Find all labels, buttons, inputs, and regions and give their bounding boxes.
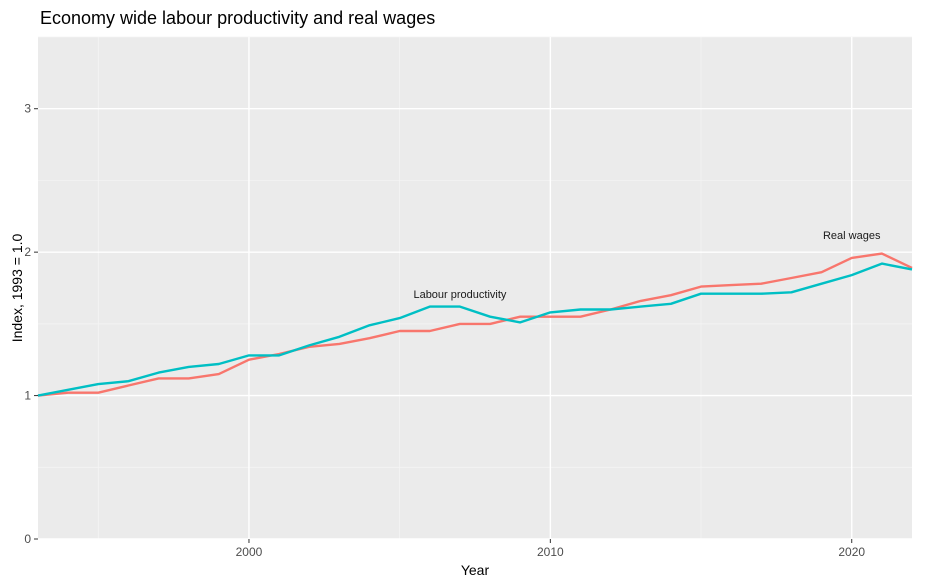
y-tick-label: 2 — [24, 245, 31, 259]
x-tick-label: 2000 — [236, 545, 263, 559]
x-tick-label: 2010 — [537, 545, 564, 559]
y-tick-label: 3 — [24, 102, 31, 116]
y-tick-label: 0 — [24, 532, 31, 546]
annotation-label: Labour productivity — [413, 289, 506, 301]
series-layer — [37, 252, 913, 397]
x-axis: 2000 2010 2020 — [236, 539, 865, 559]
chart-title: Economy wide labour productivity and rea… — [40, 8, 436, 28]
y-axis-title: Index, 1993 = 1.0 — [9, 233, 25, 342]
x-axis-title: Year — [461, 562, 490, 578]
x-tick-label: 2020 — [838, 545, 865, 559]
series-line-1 — [37, 252, 913, 397]
y-axis: 0 1 2 3 — [24, 102, 38, 546]
series-line-2 — [37, 262, 913, 397]
y-tick-label: 1 — [24, 389, 31, 403]
major-grid — [38, 37, 912, 540]
annotation-label: Real wages — [823, 230, 881, 242]
plot-panel — [38, 37, 912, 539]
annotation-layer: Labour productivity Real wages — [413, 230, 881, 301]
